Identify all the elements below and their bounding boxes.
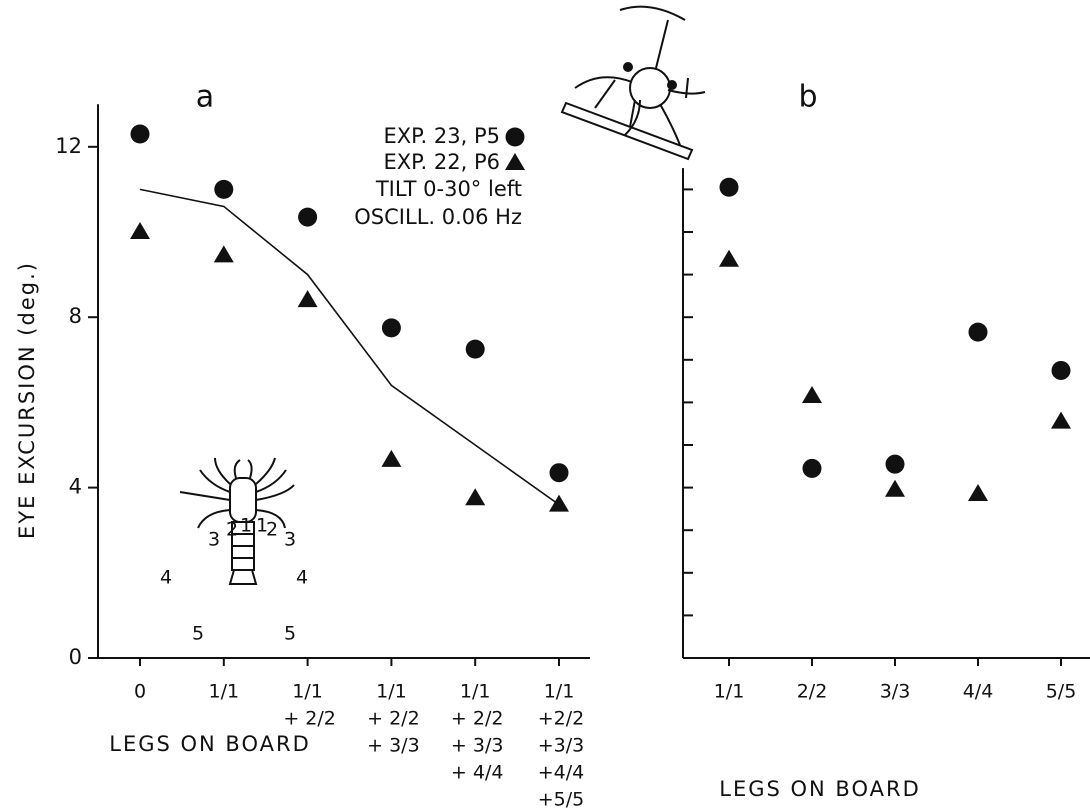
x-axis-label: LEGS ON BOARD xyxy=(719,777,921,801)
triangle-point xyxy=(802,386,822,404)
triangle-point xyxy=(505,153,525,170)
circle-point xyxy=(719,177,739,197)
x-tick-label: +5/5 xyxy=(538,789,585,808)
triangle-point xyxy=(381,449,402,467)
triangle-point xyxy=(213,245,234,263)
triangle-point xyxy=(968,483,988,501)
x-axis-label: LEGS ON BOARD xyxy=(109,732,311,756)
x-tick-label: +2/2 xyxy=(538,708,585,730)
inset-label: 2 xyxy=(266,519,278,541)
inset-label: 1 xyxy=(256,515,268,537)
legend-label: EXP. 22, P6 xyxy=(384,150,501,174)
y-tick-label: 12 xyxy=(55,134,82,158)
inset-label: 5 xyxy=(192,623,204,645)
triangle-point xyxy=(1051,411,1071,429)
x-tick-label: 0 xyxy=(134,681,146,703)
x-tick-label: + 2/2 xyxy=(367,708,420,730)
circle-point xyxy=(505,127,525,147)
x-tick-label: +4/4 xyxy=(538,762,585,784)
triangle-point xyxy=(297,290,318,308)
x-tick-label: 2/2 xyxy=(797,681,828,703)
mean-line xyxy=(139,188,560,506)
inset-label: 1 xyxy=(240,515,252,537)
crayfish-sketch xyxy=(179,457,295,585)
x-tick-label: +3/3 xyxy=(538,735,585,757)
y-axis-label: EYE EXCURSION (deg.) xyxy=(15,261,39,539)
circle-point xyxy=(130,124,150,144)
x-tick-label: + 2/2 xyxy=(451,708,504,730)
x-tick-label: 1/1 xyxy=(544,681,575,703)
circle-point xyxy=(549,463,569,483)
y-tick-label: 8 xyxy=(69,304,82,328)
panel-label: a xyxy=(196,80,214,115)
triangle-point xyxy=(465,488,486,506)
legend-label: EXP. 23, P5 xyxy=(384,124,501,148)
inset-label: 2 xyxy=(226,519,238,541)
inset-label: 3 xyxy=(284,529,296,551)
x-tick-label: 1/1 xyxy=(714,681,745,703)
triangle-point xyxy=(719,249,739,267)
inset-label: 3 xyxy=(208,529,220,551)
inset-label: 4 xyxy=(160,567,172,589)
triangle-point xyxy=(549,494,569,512)
y-tick-label: 0 xyxy=(69,645,82,669)
x-tick-label: 1/1 xyxy=(460,681,491,703)
x-tick-label: + 4/4 xyxy=(451,762,504,784)
circle-point xyxy=(968,322,988,342)
x-tick-label: 4/4 xyxy=(963,681,994,703)
annotation: TILT 0-30° left xyxy=(375,177,522,201)
x-tick-label: 1/1 xyxy=(376,681,407,703)
triangle-point xyxy=(885,479,905,497)
panel-label: b xyxy=(798,80,817,115)
x-tick-label: 5/5 xyxy=(1046,681,1077,703)
circle-point xyxy=(214,179,234,199)
circle-point xyxy=(885,454,905,474)
y-tick-label: 4 xyxy=(69,475,82,499)
inset-label: 5 xyxy=(284,623,296,645)
circle-point xyxy=(465,339,485,359)
triangle-point xyxy=(130,222,150,239)
x-tick-label: + 3/3 xyxy=(367,735,420,757)
circle-point xyxy=(1051,360,1071,380)
x-tick-label: 3/3 xyxy=(880,681,911,703)
circle-point xyxy=(802,458,822,478)
annotation: OSCILL. 0.06 Hz xyxy=(354,205,522,229)
x-tick-label: + 3/3 xyxy=(451,735,504,757)
x-tick-label: 1/1 xyxy=(209,681,240,703)
circle-point xyxy=(381,318,401,338)
x-tick-label: + 2/2 xyxy=(283,708,336,730)
apparatus-sketch xyxy=(560,5,706,161)
inset-label: 4 xyxy=(296,567,308,589)
x-tick-label: 1/1 xyxy=(292,681,323,703)
circle-point xyxy=(298,207,318,227)
